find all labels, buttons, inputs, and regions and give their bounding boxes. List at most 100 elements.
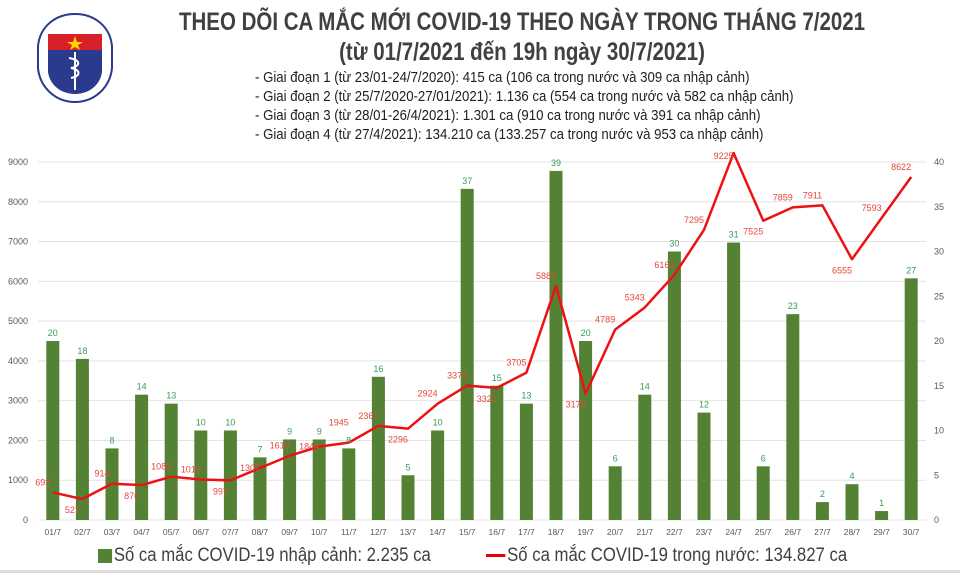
line-data-label: 1844: [299, 442, 319, 452]
right-axis-tick: 20: [934, 336, 944, 346]
bar: [549, 170, 563, 520]
bar-data-label: 30: [669, 239, 679, 249]
bar: [756, 466, 770, 520]
x-axis-tick: 29/7: [873, 527, 890, 537]
bar: [164, 403, 178, 520]
bar: [579, 341, 593, 520]
line-data-label: 9225: [714, 151, 734, 161]
line-data-label: 1019: [181, 464, 201, 474]
right-axis-tick: 15: [934, 381, 944, 391]
bar-data-label: 20: [48, 328, 58, 338]
bar-data-label: 2: [820, 489, 825, 499]
bar: [815, 502, 829, 520]
x-axis-tick: 15/7: [459, 527, 476, 537]
line-data-label: 7911: [803, 190, 822, 200]
bar: [519, 403, 533, 520]
bar: [638, 394, 652, 520]
bar-data-label: 14: [640, 382, 650, 392]
line-data-label: 997: [213, 486, 228, 496]
x-axis-tick: 17/7: [518, 527, 535, 537]
x-axis-tick: 30/7: [903, 527, 920, 537]
bar: [312, 439, 326, 520]
x-axis-tick: 27/7: [814, 527, 831, 537]
left-axis-tick: 2000: [8, 435, 28, 445]
bar-data-label: 18: [77, 346, 87, 356]
left-axis-tick: 1000: [8, 475, 28, 485]
bar-data-label: 10: [433, 418, 443, 428]
line-data-label: 2296: [388, 435, 408, 445]
line-data-label: 8622: [891, 162, 911, 172]
right-axis-tick: 5: [934, 470, 939, 480]
x-axis-tick: 14/7: [429, 527, 446, 537]
legend-label: Số ca mắc COVID-19 nhập cảnh: 2.235 ca: [113, 545, 431, 566]
x-axis-tick: 10/7: [311, 527, 328, 537]
bar-data-label: 7: [257, 444, 262, 454]
bar-data-label: 4: [849, 471, 854, 481]
bar-data-label: 16: [373, 364, 383, 374]
bar-data-label: 15: [492, 373, 502, 383]
bar-data-label: 37: [462, 176, 472, 186]
chart-subtitle: (từ 01/7/2021 đến 19h ngày 30/7/2021): [339, 38, 705, 66]
right-axis-tick: 25: [934, 291, 944, 301]
line-data-label: 2924: [418, 389, 438, 399]
x-axis-tick: 06/7: [193, 527, 210, 537]
line-data-label: 4789: [595, 315, 615, 325]
bar: [667, 251, 681, 520]
bar-data-label: 10: [225, 418, 235, 428]
left-axis-tick: 5000: [8, 316, 28, 326]
line-data-label: 3379: [447, 371, 467, 381]
x-axis-tick: 09/7: [281, 527, 298, 537]
x-axis-tick: 11/7: [341, 527, 357, 537]
x-axis-tick: 01/7: [45, 527, 62, 537]
x-axis-tick: 08/7: [252, 527, 269, 537]
phase-note: - Giai đoạn 3 (từ 28/01-26/4/2021): 1.30…: [255, 107, 761, 124]
x-axis-tick: 21/7: [637, 527, 654, 537]
bar-data-label: 10: [196, 418, 206, 428]
legend-item-imported: Số ca mắc COVID-19 nhập cảnh: 2.235 ca: [98, 545, 431, 567]
bar: [490, 385, 504, 520]
left-axis-tick: 9000: [8, 157, 28, 167]
x-axis-tick: 02/7: [74, 527, 91, 537]
x-axis-tick: 23/7: [696, 527, 713, 537]
right-axis-tick: 30: [934, 247, 944, 257]
line-data-label: 3321: [477, 394, 497, 404]
line-data-label: 7593: [862, 203, 882, 213]
bar: [401, 475, 415, 520]
left-axis-tick: 0: [23, 515, 28, 525]
x-axis-tick: 22/7: [666, 527, 683, 537]
left-axis-tick: 4000: [8, 356, 28, 366]
line-data-label: 5343: [625, 292, 645, 302]
bar-data-label: 6: [761, 453, 766, 463]
bar: [697, 412, 711, 520]
bar: [135, 394, 149, 520]
phase-note: - Giai đoạn 1 (từ 23/01-24/7/2020): 415 …: [255, 69, 750, 86]
line-data-label: 527: [65, 505, 80, 515]
right-axis-tick: 10: [934, 426, 944, 436]
bar-data-label: 9: [317, 426, 322, 436]
bar: [253, 457, 267, 520]
bar-data-label: 5: [405, 462, 410, 472]
x-axis-tick: 19/7: [577, 527, 594, 537]
line-data-label: 1616: [270, 441, 290, 451]
phase-notes: - Giai đoạn 1 (từ 23/01-24/7/2020): 415 …: [255, 68, 794, 144]
line-data-label: 5887: [536, 271, 556, 281]
line-data-label: 7859: [773, 192, 793, 202]
bar: [845, 484, 859, 520]
bar: [194, 430, 208, 520]
x-axis-tick: 07/7: [222, 527, 239, 537]
chart-title: THEO DÕI CA MẮC MỚI COVID-19 THEO NGÀY T…: [178, 8, 866, 36]
x-axis-tick: 20/7: [607, 527, 624, 537]
bar: [223, 430, 237, 520]
legend-item-domestic: Số ca mắc COVID-19 trong nước: 134.827 c…: [486, 545, 847, 567]
bar-data-label: 8: [109, 435, 114, 445]
x-axis-tick: 18/7: [548, 527, 565, 537]
ministry-of-health-logo: [37, 12, 113, 104]
bar: [460, 188, 474, 520]
bar: [75, 358, 89, 520]
line-data-label: 6555: [832, 265, 852, 275]
x-axis-tick: 24/7: [725, 527, 742, 537]
bar: [608, 466, 622, 520]
line-data-label: 7295: [684, 215, 704, 225]
line-data-label: 1089: [151, 462, 171, 472]
left-axis-tick: 7000: [8, 237, 28, 247]
